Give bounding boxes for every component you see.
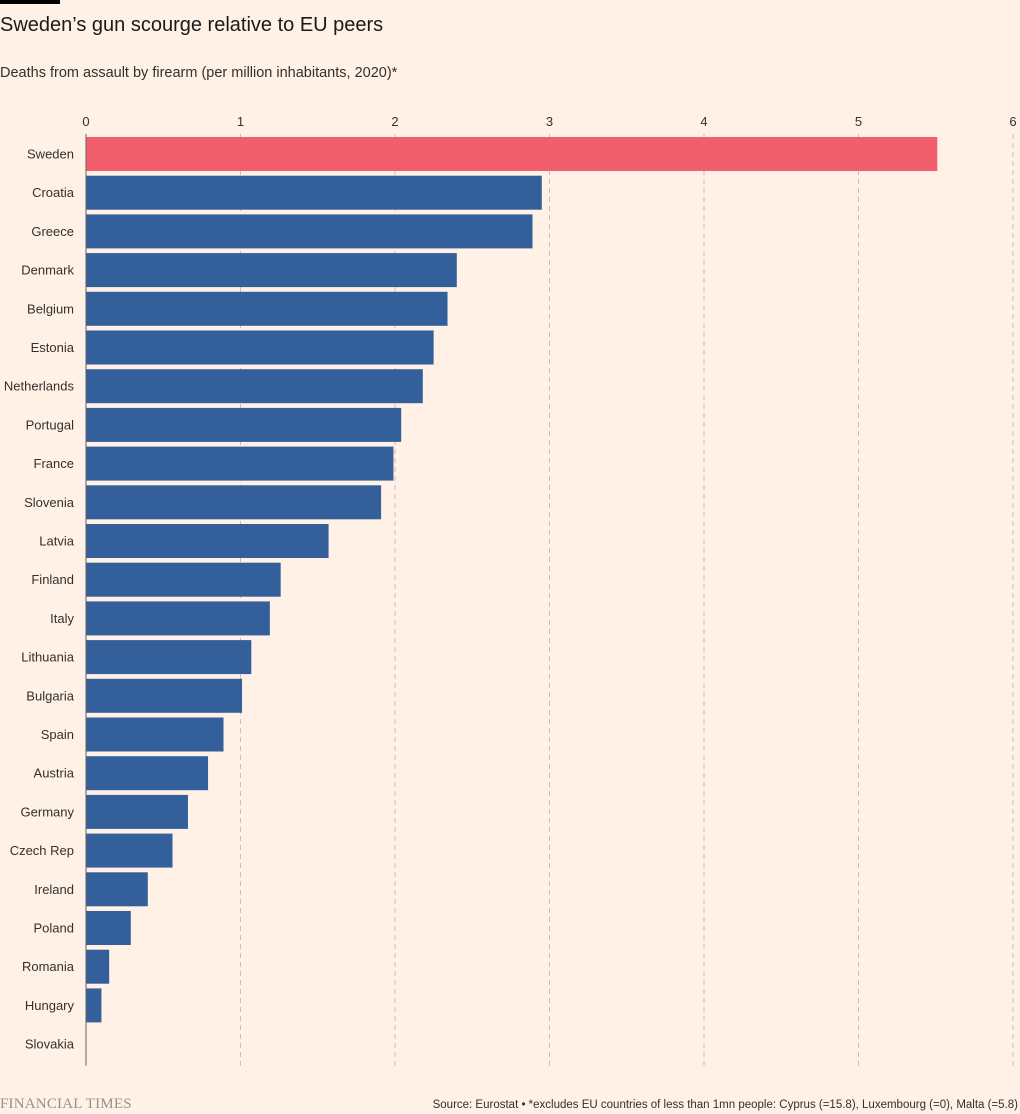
category-label: Hungary [25, 998, 75, 1013]
bar-estonia [86, 330, 434, 365]
category-label: Italy [50, 611, 74, 626]
chart-title: Sweden’s gun scourge relative to EU peer… [0, 14, 384, 36]
category-label: Greece [31, 224, 74, 239]
bar-chart: 0 1 2 3 4 5 6 Sweden Croatia Greece Denmark Belgium… [4, 114, 1017, 1066]
bar-poland [86, 911, 131, 945]
category-label: Slovakia [25, 1037, 75, 1052]
x-tick-label: 0 [82, 114, 89, 129]
category-label: Czech Rep [10, 843, 74, 858]
category-label: France [34, 456, 74, 471]
x-tick-label: 1 [237, 114, 244, 129]
bar-romania [86, 949, 110, 984]
bar-spain [86, 717, 224, 752]
bar-latvia [86, 524, 329, 558]
category-label: Finland [31, 572, 74, 587]
bar-croatia [86, 175, 542, 210]
brand-top-bar [0, 0, 60, 4]
x-tick-label: 5 [855, 114, 862, 129]
bar-lithuania [86, 640, 252, 675]
category-label: Bulgaria [26, 688, 74, 703]
bar-austria [86, 756, 209, 791]
category-label: Denmark [21, 263, 74, 278]
category-label: Belgium [27, 301, 74, 316]
bar-greece [86, 214, 533, 249]
source-note: Source: Eurostat • *excludes EU countrie… [432, 1099, 1018, 1111]
bar-portugal [86, 407, 402, 442]
category-label: Poland [34, 921, 74, 936]
category-label: Lithuania [21, 650, 75, 665]
category-label: Romania [22, 959, 75, 974]
category-label: Portugal [26, 417, 75, 432]
category-label: Ireland [34, 882, 74, 897]
category-label: Slovenia [24, 495, 75, 510]
x-tick-label: 2 [391, 114, 398, 129]
bar-denmark [86, 253, 457, 288]
bar-finland [86, 562, 281, 597]
bar-france [86, 446, 394, 481]
category-label: Spain [41, 727, 74, 742]
bar-czech-rep [86, 833, 173, 868]
bar-sweden [86, 137, 938, 171]
x-tick-label: 6 [1009, 114, 1016, 129]
bar-hungary [86, 988, 102, 1023]
ft-logo: FINANCIAL TIMES [0, 1096, 132, 1112]
category-label: Croatia [32, 185, 75, 200]
category-label: Latvia [39, 534, 74, 549]
category-label: Estonia [31, 340, 75, 355]
x-tick-label: 3 [546, 114, 553, 129]
x-tick-label: 4 [700, 114, 707, 129]
bar-slovenia [86, 485, 382, 520]
bar-germany [86, 794, 188, 829]
bar-bulgaria [86, 678, 243, 713]
category-label: Sweden [27, 147, 74, 162]
bar-italy [86, 601, 270, 636]
bar-netherlands [86, 369, 423, 404]
bar-belgium [86, 291, 448, 326]
bar-ireland [86, 872, 148, 907]
category-label: Austria [34, 766, 75, 781]
category-label: Germany [21, 804, 75, 819]
category-label: Netherlands [4, 379, 75, 394]
chart-subtitle: Deaths from assault by firearm (per mill… [0, 65, 398, 81]
